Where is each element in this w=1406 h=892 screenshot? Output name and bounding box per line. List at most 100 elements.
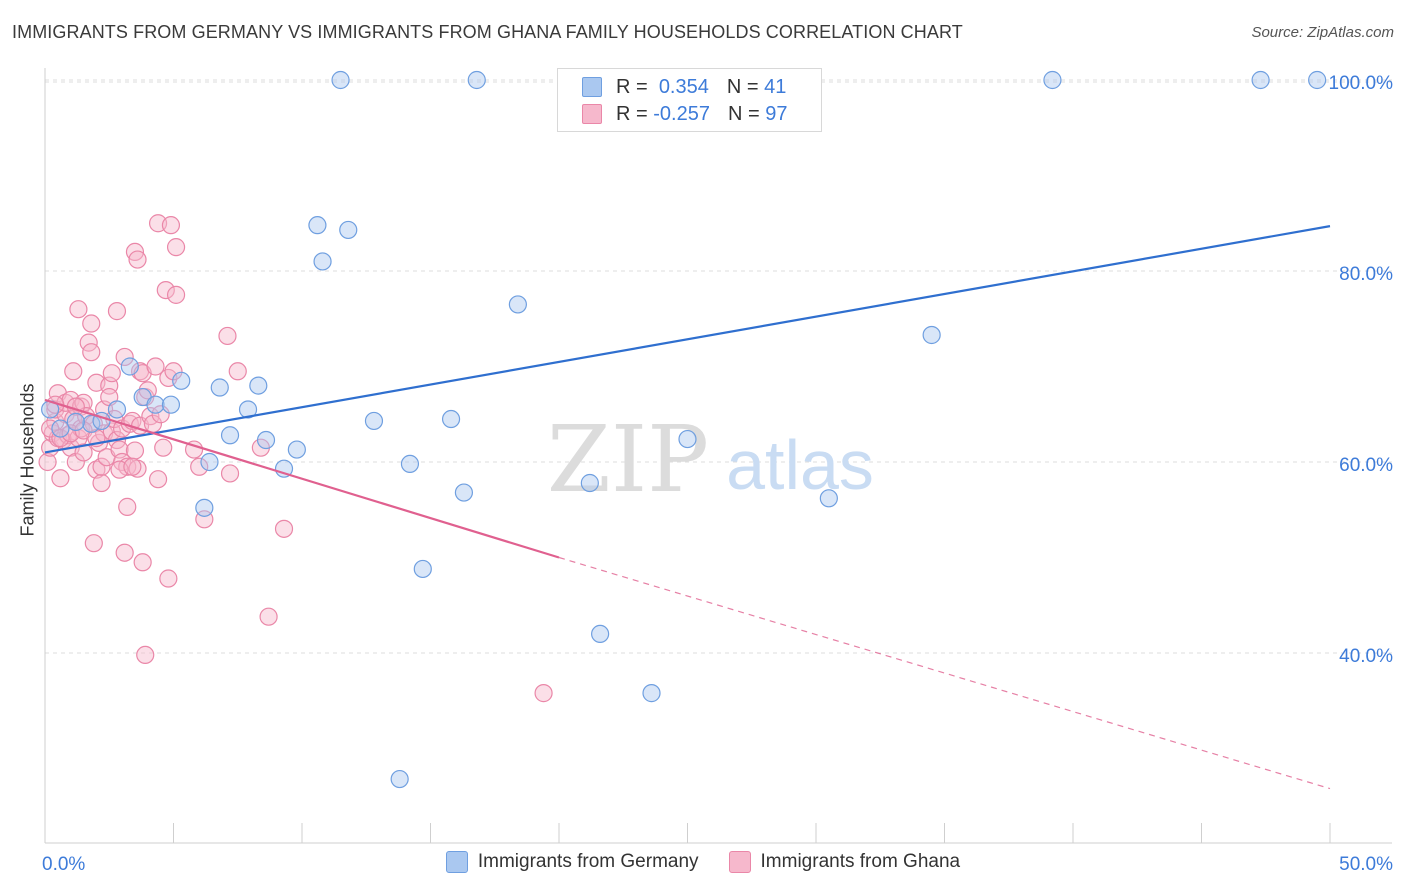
y-tick-label: 80.0% [1339, 264, 1393, 285]
bottom-legend: Immigrants from Germany Immigrants from … [0, 851, 1406, 873]
data-point-ghana [259, 607, 278, 626]
data-point-ghana [118, 497, 137, 516]
data-point-ghana [69, 300, 88, 319]
y-tick-label: 60.0% [1339, 455, 1393, 476]
legend-row-ghana: R = -0.257 N = 97 [582, 102, 787, 126]
data-point-germany [287, 440, 306, 459]
legend-item-germany: Immigrants from Germany [445, 851, 699, 873]
data-point-ghana [66, 452, 85, 472]
series-germany-points [41, 70, 1327, 789]
legend-swatch-germany [445, 851, 468, 873]
legend: R = 0.354 N = 41 R = -0.257 N = 97 [557, 68, 822, 132]
data-point-germany [508, 295, 527, 314]
data-point-ghana [190, 457, 209, 476]
data-point-ghana [125, 441, 145, 460]
legend-n-label: N = [726, 75, 759, 98]
data-point-germany [331, 70, 350, 90]
data-point-ghana [82, 343, 101, 362]
data-point-germany [200, 452, 219, 472]
data-point-germany [1308, 70, 1327, 90]
y-tick-label: 40.0% [1339, 646, 1393, 667]
data-point-germany [441, 409, 461, 429]
legend-item-ghana: Immigrants from Ghana [728, 851, 961, 873]
data-point-ghana [154, 438, 173, 457]
data-point-ghana [87, 460, 106, 479]
data-point-ghana [274, 519, 294, 538]
data-point-germany [249, 376, 268, 395]
data-point-germany [467, 70, 486, 90]
data-point-ghana [102, 364, 121, 383]
data-point-ghana [133, 553, 152, 572]
data-point-germany [922, 325, 941, 345]
data-point-ghana [123, 457, 142, 476]
data-point-germany [400, 454, 420, 474]
data-point-germany [339, 220, 358, 240]
watermark-atlas: atlas [726, 426, 874, 504]
legend-swatch-ghana [582, 104, 602, 124]
data-point-germany [413, 559, 432, 579]
chart-title: IMMIGRANTS FROM GERMANY VS IMMIGRANTS FR… [12, 22, 963, 42]
data-point-germany [195, 498, 214, 517]
data-point-germany [120, 357, 139, 376]
legend-row-germany: R = 0.354 N = 41 [582, 75, 786, 99]
legend-swatch-ghana [728, 851, 751, 873]
data-point-germany [172, 371, 191, 390]
data-point-ghana [164, 362, 183, 381]
data-point-ghana [220, 464, 240, 483]
data-point-ghana [107, 302, 127, 321]
data-point-germany [580, 473, 599, 493]
data-point-ghana [228, 362, 247, 381]
data-point-germany [819, 489, 838, 508]
y-tick-label: 100.0% [1329, 73, 1394, 94]
data-point-ghana [148, 470, 168, 489]
legend-r-label: R = [616, 102, 648, 125]
legend-n-label: N = [727, 102, 760, 125]
data-point-ghana [51, 469, 70, 488]
x-tick-label: 50.0% [1339, 854, 1393, 875]
data-point-ghana [166, 238, 186, 257]
watermark-zip: ZIP [547, 406, 709, 513]
data-point-ghana [159, 569, 178, 588]
data-point-germany [256, 430, 276, 450]
watermark: ZIP atlas [547, 406, 874, 513]
data-point-germany [210, 378, 229, 397]
data-point-ghana [156, 281, 175, 300]
tick-labels: 40.0% 60.0% 80.0% 100.0% 0.0% 50.0% [42, 73, 1393, 875]
data-point-germany [1043, 70, 1062, 90]
data-point-germany [238, 400, 258, 419]
source-credit: Source: ZipAtlas.com [1251, 24, 1394, 41]
data-point-germany [146, 395, 165, 414]
axes [44, 68, 1392, 844]
trend-line-germany [44, 225, 1331, 454]
legend-swatch-germany [582, 77, 602, 97]
data-point-ghana [115, 543, 134, 562]
data-point-germany [454, 483, 474, 502]
data-point-germany [591, 624, 610, 644]
data-point-germany [82, 414, 101, 433]
data-point-ghana [92, 457, 111, 476]
data-point-germany [390, 769, 409, 789]
data-point-ghana [115, 347, 134, 367]
data-point-germany [364, 411, 384, 431]
legend-r-label: R = [616, 75, 648, 98]
data-point-ghana [84, 534, 103, 553]
data-point-germany [642, 684, 661, 703]
data-point-ghana [38, 452, 57, 472]
data-point-ghana [82, 314, 101, 333]
legend-label-germany: Immigrants from Germany [477, 851, 699, 872]
data-point-ghana [92, 473, 111, 493]
data-point-germany [161, 395, 181, 414]
data-point-ghana [161, 216, 181, 235]
legend-n-value-germany: 41 [764, 75, 787, 98]
data-point-germany [220, 426, 240, 445]
x-tick-label: 0.0% [42, 854, 85, 875]
legend-label-ghana: Immigrants from Ghana [760, 851, 961, 872]
data-point-germany [308, 216, 327, 235]
data-point-ghana [218, 326, 237, 346]
trend-line-ghana [44, 398, 560, 559]
grid-lines [45, 79, 1392, 654]
data-point-germany [66, 412, 85, 431]
legend-r-value-germany: 0.354 [658, 75, 709, 98]
legend-n-value-ghana: 97 [765, 102, 788, 125]
